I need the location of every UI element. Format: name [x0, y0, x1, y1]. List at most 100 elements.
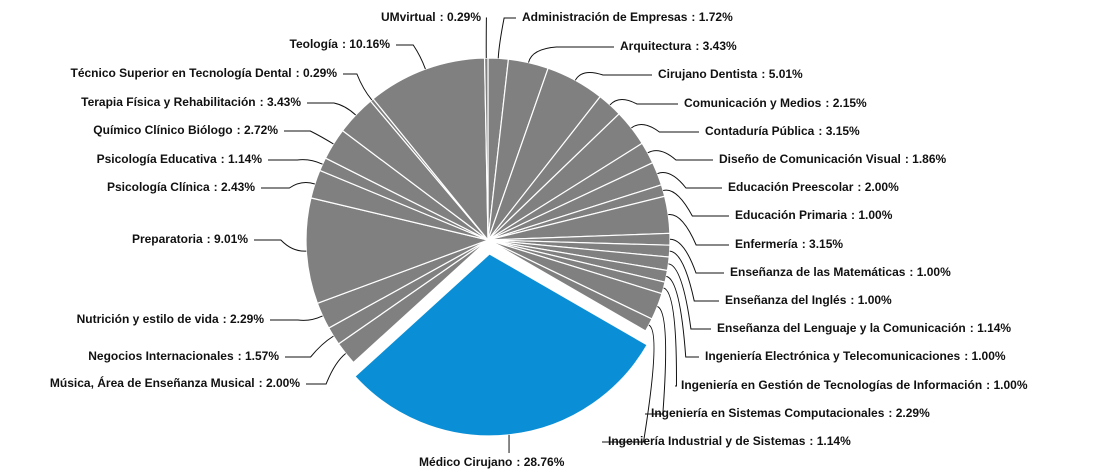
data-label: UMvirtual : 0.29% [381, 10, 481, 24]
data-label: Ingeniería Industrial y de Sistemas: 1.1… [608, 434, 851, 448]
category-name: Ingeniería Industrial y de Sistemas [608, 434, 806, 448]
category-name: Comunicación y Medios [684, 96, 822, 110]
value-label: : 2.00% [259, 376, 301, 390]
category-name: Negocios Internacionales [88, 349, 234, 363]
value-label: : 2.29% [888, 406, 930, 420]
leader-line [270, 315, 323, 321]
pie-slice [487, 239, 653, 332]
leader-line [631, 123, 699, 133]
value-label: : 1.86% [905, 152, 947, 166]
leader-line [306, 353, 347, 385]
data-label: Preparatoria : 9.01% [132, 232, 248, 246]
value-label: : 3.43% [695, 39, 737, 53]
leader-line [668, 214, 729, 246]
pie-slice [305, 197, 491, 305]
value-label: : 1.00% [851, 208, 893, 222]
data-label: Terapia Física y Rehabilitación : 3.43% [81, 95, 301, 109]
value-label: : 28.76% [516, 455, 564, 469]
value-label: : 1.57% [238, 349, 280, 363]
value-label: : 3.15% [818, 124, 860, 138]
category-name: Psicología Clínica [107, 180, 210, 194]
category-name: Diseño de Comunicación Visual [719, 152, 901, 166]
data-label: Arquitectura: 3.43% [620, 39, 737, 53]
data-label: Químico Clínico Biólogo: 2.72% [93, 123, 278, 137]
category-name: Educación Preescolar [728, 180, 854, 194]
category-name: Ingeniería en Gestión de Tecnologías de … [681, 378, 982, 392]
value-label: : 10.16% [342, 37, 390, 51]
value-label: : 2.15% [825, 96, 867, 110]
data-label: Administración de Empresas: 1.72% [522, 10, 733, 24]
leader-line [609, 98, 678, 106]
leader-line [645, 306, 667, 415]
data-label: Ingeniería en Gestión de Tecnologías de … [681, 378, 1028, 392]
data-label: Comunicación y Medios: 2.15% [684, 96, 867, 110]
category-name: Nutrición y estilo de vida [77, 312, 219, 326]
leader-line [602, 324, 655, 443]
data-label: Educación Primaria: 1.00% [735, 208, 893, 222]
category-name: Contaduría Pública [705, 124, 815, 138]
value-label: : 1.00% [986, 378, 1028, 392]
category-name: Terapia Física y Rehabilitación [81, 95, 256, 109]
value-label: : 2.43% [214, 180, 256, 194]
data-label: Diseño de Comunicación Visual : 1.86% [719, 152, 947, 166]
value-label: : 1.14% [970, 321, 1012, 335]
leader-line [528, 46, 614, 63]
value-label: : 1.14% [809, 434, 851, 448]
data-label: Nutrición y estilo de vida: 2.29% [77, 312, 265, 326]
leader-line [663, 189, 729, 217]
data-label: Técnico Superior en Tecnología Dental : 0… [70, 66, 337, 80]
value-label: : 5.01% [761, 67, 803, 81]
value-label: : 9.01% [207, 232, 249, 246]
leader-line [647, 150, 713, 161]
category-name: Cirujano Dentista [658, 67, 758, 81]
category-name: Enseñanza del Inglés [725, 293, 847, 307]
leader-line [284, 130, 334, 145]
leader-line [268, 159, 323, 165]
value-label: : 0.29% [296, 66, 338, 80]
category-name: Psicología Educativa [97, 152, 217, 166]
data-label: Enseñanza de las Matemáticas: 1.00% [730, 265, 951, 279]
value-label: : 3.15% [802, 237, 844, 251]
category-name: Enseñanza de las Matemáticas [730, 265, 906, 279]
data-label: Enseñanza del Lenguaje y la Comunicación… [717, 321, 1011, 335]
leader-line [261, 182, 315, 189]
leader-line [669, 238, 724, 274]
data-label: Teología: 10.16% [290, 37, 391, 51]
category-name: Administración de Empresas [522, 10, 688, 24]
category-name: Arquitectura [620, 39, 692, 53]
data-label: Enfermería : 3.15% [735, 237, 843, 251]
leader-line [663, 287, 677, 387]
leader-line [669, 250, 719, 302]
value-label: : 1.14% [221, 152, 263, 166]
data-label: Enseñanza del Inglés: 1.00% [725, 293, 892, 307]
data-label: Negocios Internacionales : 1.57% [88, 349, 279, 363]
category-name: Enfermería [735, 237, 798, 251]
data-label: Psicología Educativa : 1.14% [97, 152, 263, 166]
data-label: Música, Área de Enseñanza Musical : 2.00% [50, 375, 300, 390]
data-label: Contaduría Pública: 3.15% [705, 124, 860, 138]
data-label: Ingeniería Electrónica y Telecomunicacio… [705, 349, 1006, 363]
category-name: Música, Área de Enseñanza Musical [50, 375, 255, 390]
leader-line [574, 71, 652, 81]
leader-line [285, 335, 334, 358]
data-label: Psicología Clínica : 2.43% [107, 180, 255, 194]
value-label: : 1.00% [850, 293, 892, 307]
category-name: Preparatoria [132, 232, 203, 246]
value-label: : 3.43% [260, 95, 302, 109]
pie-slice [372, 57, 489, 242]
category-name: Técnico Superior en Tecnología Dental [70, 66, 291, 80]
category-name: UMvirtual [381, 10, 436, 24]
category-name: Ingeniería Electrónica y Telecomunicacio… [705, 349, 961, 363]
category-name: Ingeniería en Sistemas Computacionales [651, 406, 885, 420]
value-label: : 0.29% [440, 10, 482, 24]
pie-slice [354, 253, 648, 437]
value-label: : 1.72% [691, 10, 733, 24]
leader-line [343, 73, 373, 101]
leader-line [668, 263, 711, 330]
value-label: : 1.00% [909, 265, 951, 279]
value-label: : 1.00% [964, 349, 1006, 363]
data-label: Médico Cirujano: 28.76% [419, 455, 565, 469]
category-name: Teología [290, 37, 339, 51]
category-name: Químico Clínico Biólogo [93, 123, 232, 137]
